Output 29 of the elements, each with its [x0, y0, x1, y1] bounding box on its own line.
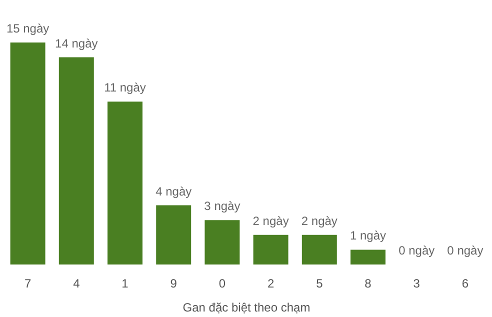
- bar: [350, 250, 386, 264]
- data-label: 1 ngày: [350, 228, 386, 243]
- data-label: 3 ngày: [204, 199, 240, 214]
- data-label: 4 ngày: [156, 184, 192, 198]
- x-tick-label: 9: [170, 276, 178, 290]
- x-tick-label: 1: [122, 276, 129, 290]
- bar: [156, 205, 192, 264]
- data-label: 2 ngày: [252, 214, 289, 228]
- x-tick-label: 5: [316, 276, 324, 290]
- x-tick-label: 7: [24, 276, 32, 290]
- bar: [253, 234, 288, 264]
- data-label: 2 ngày: [301, 214, 338, 228]
- bar: [108, 102, 142, 264]
- data-label: 0 ngày: [447, 244, 484, 258]
- x-tick-label: 8: [364, 276, 372, 290]
- bar: [204, 220, 240, 264]
- x-tick-label: 0: [218, 276, 226, 290]
- data-label: 15 ngày: [6, 21, 50, 36]
- bar: [58, 57, 94, 264]
- bar: [10, 42, 46, 264]
- x-tick-label: 4: [73, 276, 80, 290]
- x-tick-label: 3: [413, 276, 420, 290]
- x-tick-label: 6: [462, 276, 469, 290]
- bar: [302, 234, 337, 264]
- data-label: 11 ngày: [104, 80, 146, 95]
- data-label: 14 ngày: [55, 36, 98, 50]
- x-axis-title: Gan đặc biệt theo chạm: [182, 300, 310, 314]
- data-label: 0 ngày: [398, 244, 435, 258]
- x-tick-label: 2: [267, 276, 274, 290]
